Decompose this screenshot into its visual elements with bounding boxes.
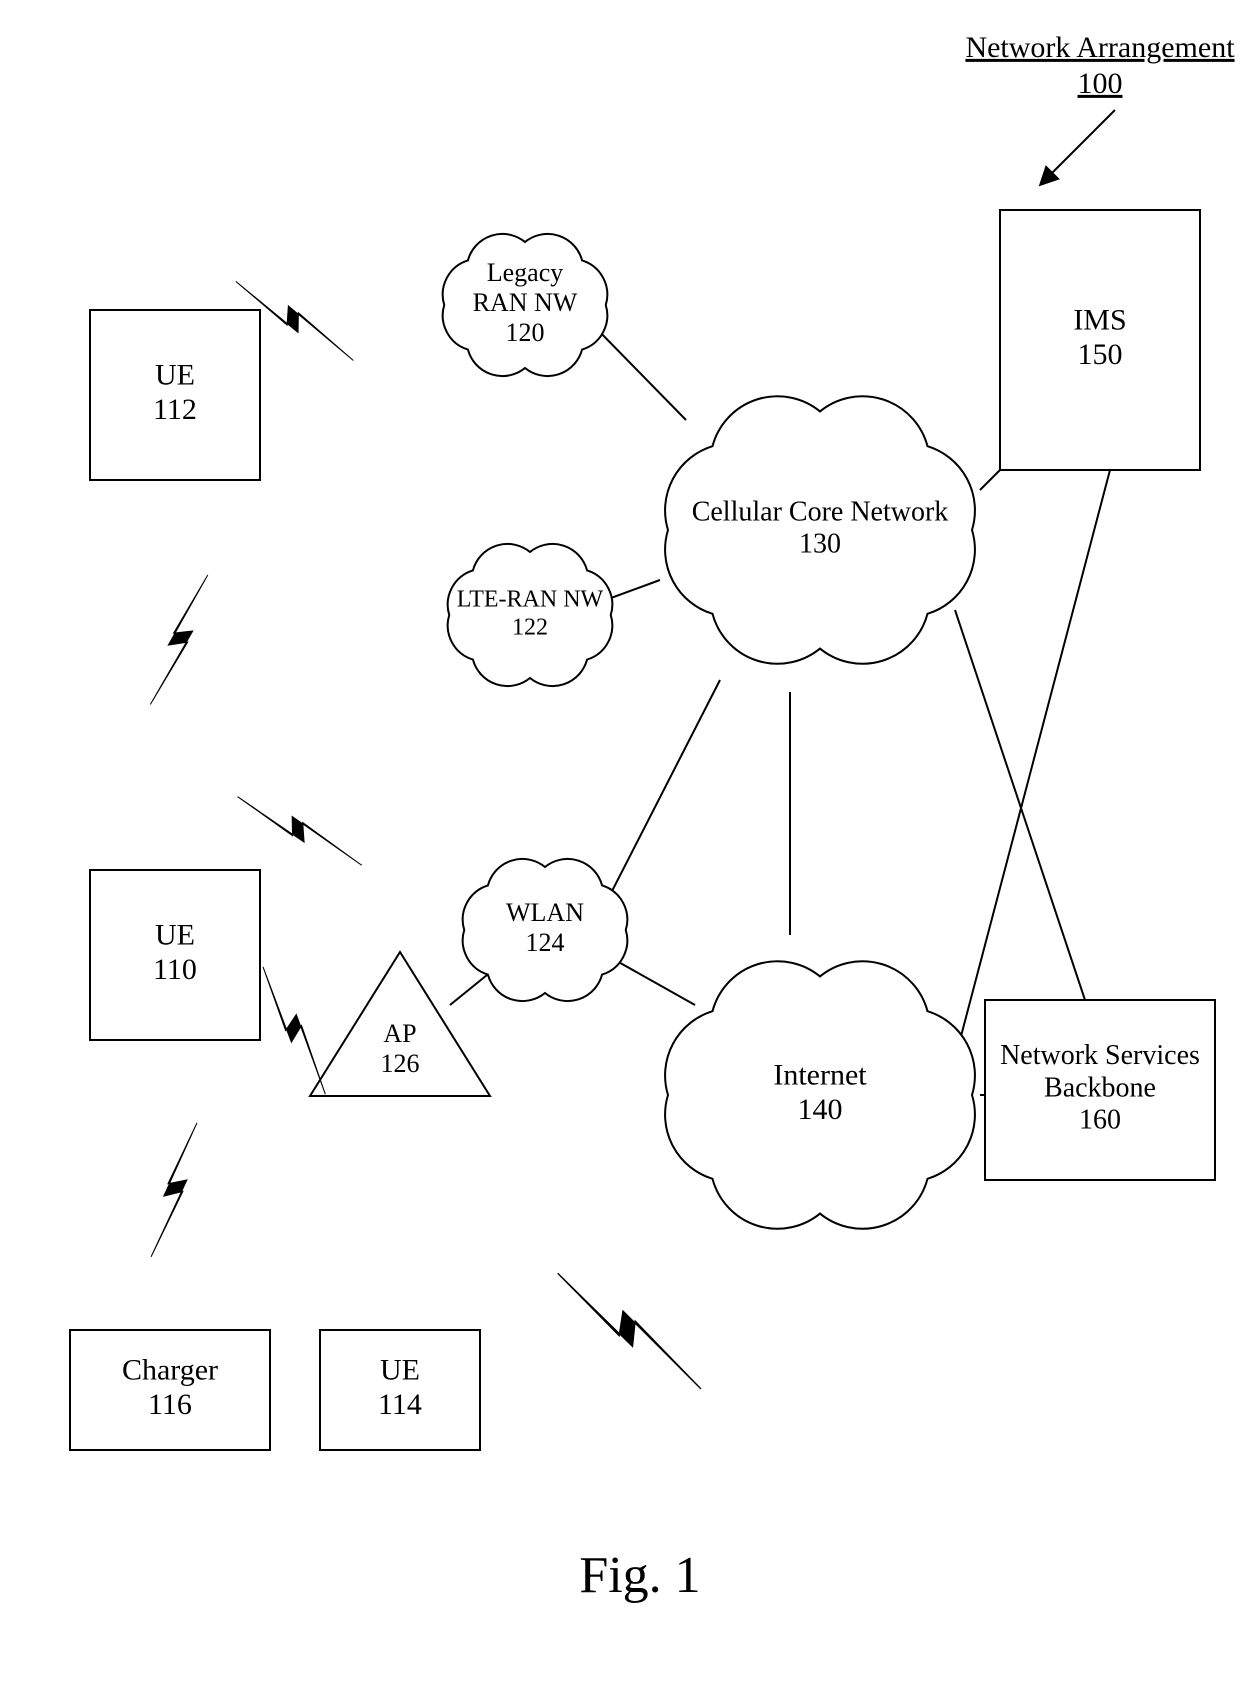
- svg-text:120: 120: [506, 318, 545, 347]
- svg-text:Fig. 1: Fig. 1: [579, 1547, 700, 1604]
- svg-text:UE: UE: [155, 359, 195, 392]
- svg-text:IMS: IMS: [1073, 304, 1126, 337]
- box-ue114: UE114: [320, 1330, 480, 1450]
- svg-text:110: 110: [153, 953, 197, 986]
- svg-text:Network Services: Network Services: [1000, 1040, 1200, 1071]
- svg-text:100: 100: [1078, 67, 1123, 100]
- box-charger: Charger116: [70, 1330, 270, 1450]
- svg-text:112: 112: [153, 393, 197, 426]
- box-ue112: UE112: [90, 310, 260, 480]
- svg-text:AP: AP: [383, 1019, 416, 1048]
- svg-text:150: 150: [1078, 338, 1123, 371]
- svg-text:UE: UE: [380, 1354, 420, 1387]
- box-ue110: UE110: [90, 870, 260, 1040]
- svg-text:LTE-RAN NW: LTE-RAN NW: [457, 587, 604, 613]
- box-nsb: Network ServicesBackbone160: [985, 1000, 1215, 1180]
- svg-text:116: 116: [148, 1388, 192, 1421]
- svg-text:130: 130: [799, 529, 841, 560]
- svg-text:126: 126: [381, 1049, 420, 1078]
- svg-text:114: 114: [378, 1388, 422, 1421]
- svg-text:140: 140: [798, 1093, 843, 1126]
- svg-text:Network Arrangement: Network Arrangement: [965, 31, 1235, 64]
- svg-text:Legacy: Legacy: [487, 258, 564, 287]
- svg-text:160: 160: [1079, 1105, 1121, 1136]
- svg-text:Charger: Charger: [122, 1354, 218, 1387]
- svg-text:Cellular Core Network: Cellular Core Network: [692, 496, 949, 527]
- figure-caption: Fig. 1: [579, 1547, 700, 1604]
- svg-text:RAN NW: RAN NW: [473, 288, 578, 317]
- svg-text:124: 124: [526, 928, 565, 957]
- svg-text:WLAN: WLAN: [506, 898, 584, 927]
- svg-text:Internet: Internet: [773, 1059, 867, 1092]
- box-ims: IMS150: [1000, 210, 1200, 470]
- svg-text:UE: UE: [155, 919, 195, 952]
- svg-text:122: 122: [512, 614, 548, 640]
- svg-text:Backbone: Backbone: [1044, 1072, 1156, 1103]
